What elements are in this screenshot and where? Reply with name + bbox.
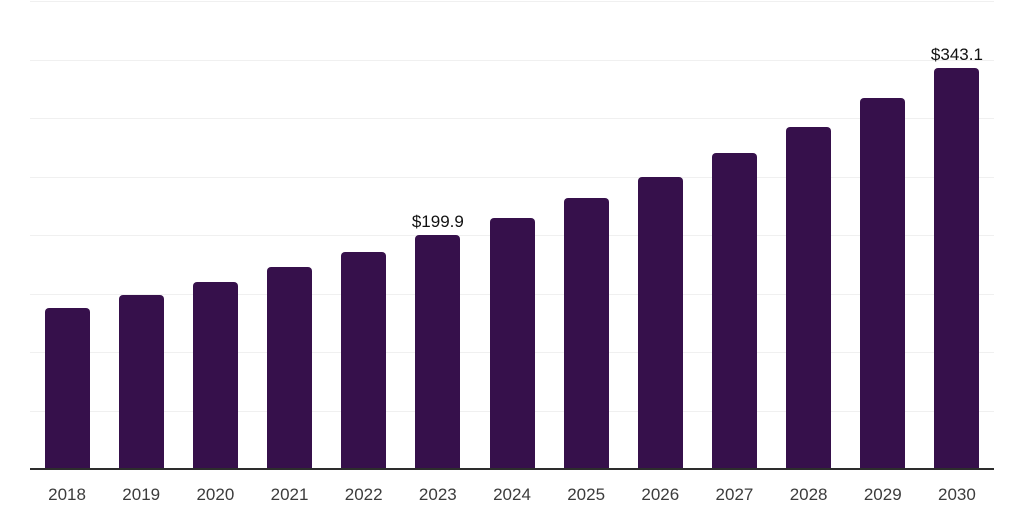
x-tick-label-2021: 2021 xyxy=(270,485,309,504)
y-gridline xyxy=(30,118,994,119)
bar-2020 xyxy=(193,282,238,469)
x-tick-label-2023: 2023 xyxy=(418,485,457,504)
x-tick-label-2027: 2027 xyxy=(715,485,754,504)
bar-2030 xyxy=(934,68,979,469)
bar-value-label-2030: $343.1 xyxy=(930,45,983,64)
bar-2021 xyxy=(267,267,312,469)
bar-2022 xyxy=(341,252,386,469)
bar-2025 xyxy=(564,198,609,469)
bar-2023 xyxy=(415,235,460,469)
bar-2028 xyxy=(786,127,831,469)
x-tick-label-2018: 2018 xyxy=(48,485,86,504)
bar-2018 xyxy=(45,308,90,469)
y-gridline xyxy=(30,60,994,61)
x-tick-label-2030: 2030 xyxy=(938,485,976,504)
bar-value-label-2023: $199.9 xyxy=(411,212,464,231)
y-gridline xyxy=(30,177,994,178)
x-tick-label-2022: 2022 xyxy=(344,485,383,504)
x-tick-label-2019: 2019 xyxy=(122,485,161,504)
x-tick-label-2026: 2026 xyxy=(641,485,680,504)
x-tick-label-2028: 2028 xyxy=(789,485,828,504)
bar-2027 xyxy=(712,153,757,469)
x-tick-label-2029: 2029 xyxy=(863,485,902,504)
bar-2026 xyxy=(638,177,683,469)
x-tick-label-2025: 2025 xyxy=(567,485,606,504)
y-gridline xyxy=(30,1,994,2)
x-tick-label-2024: 2024 xyxy=(493,485,531,504)
x-tick-label-2020: 2020 xyxy=(196,485,235,504)
bar-2024 xyxy=(490,218,535,469)
x-axis-line xyxy=(30,468,994,470)
bar-2019 xyxy=(119,295,164,469)
bar-2029 xyxy=(860,98,905,469)
